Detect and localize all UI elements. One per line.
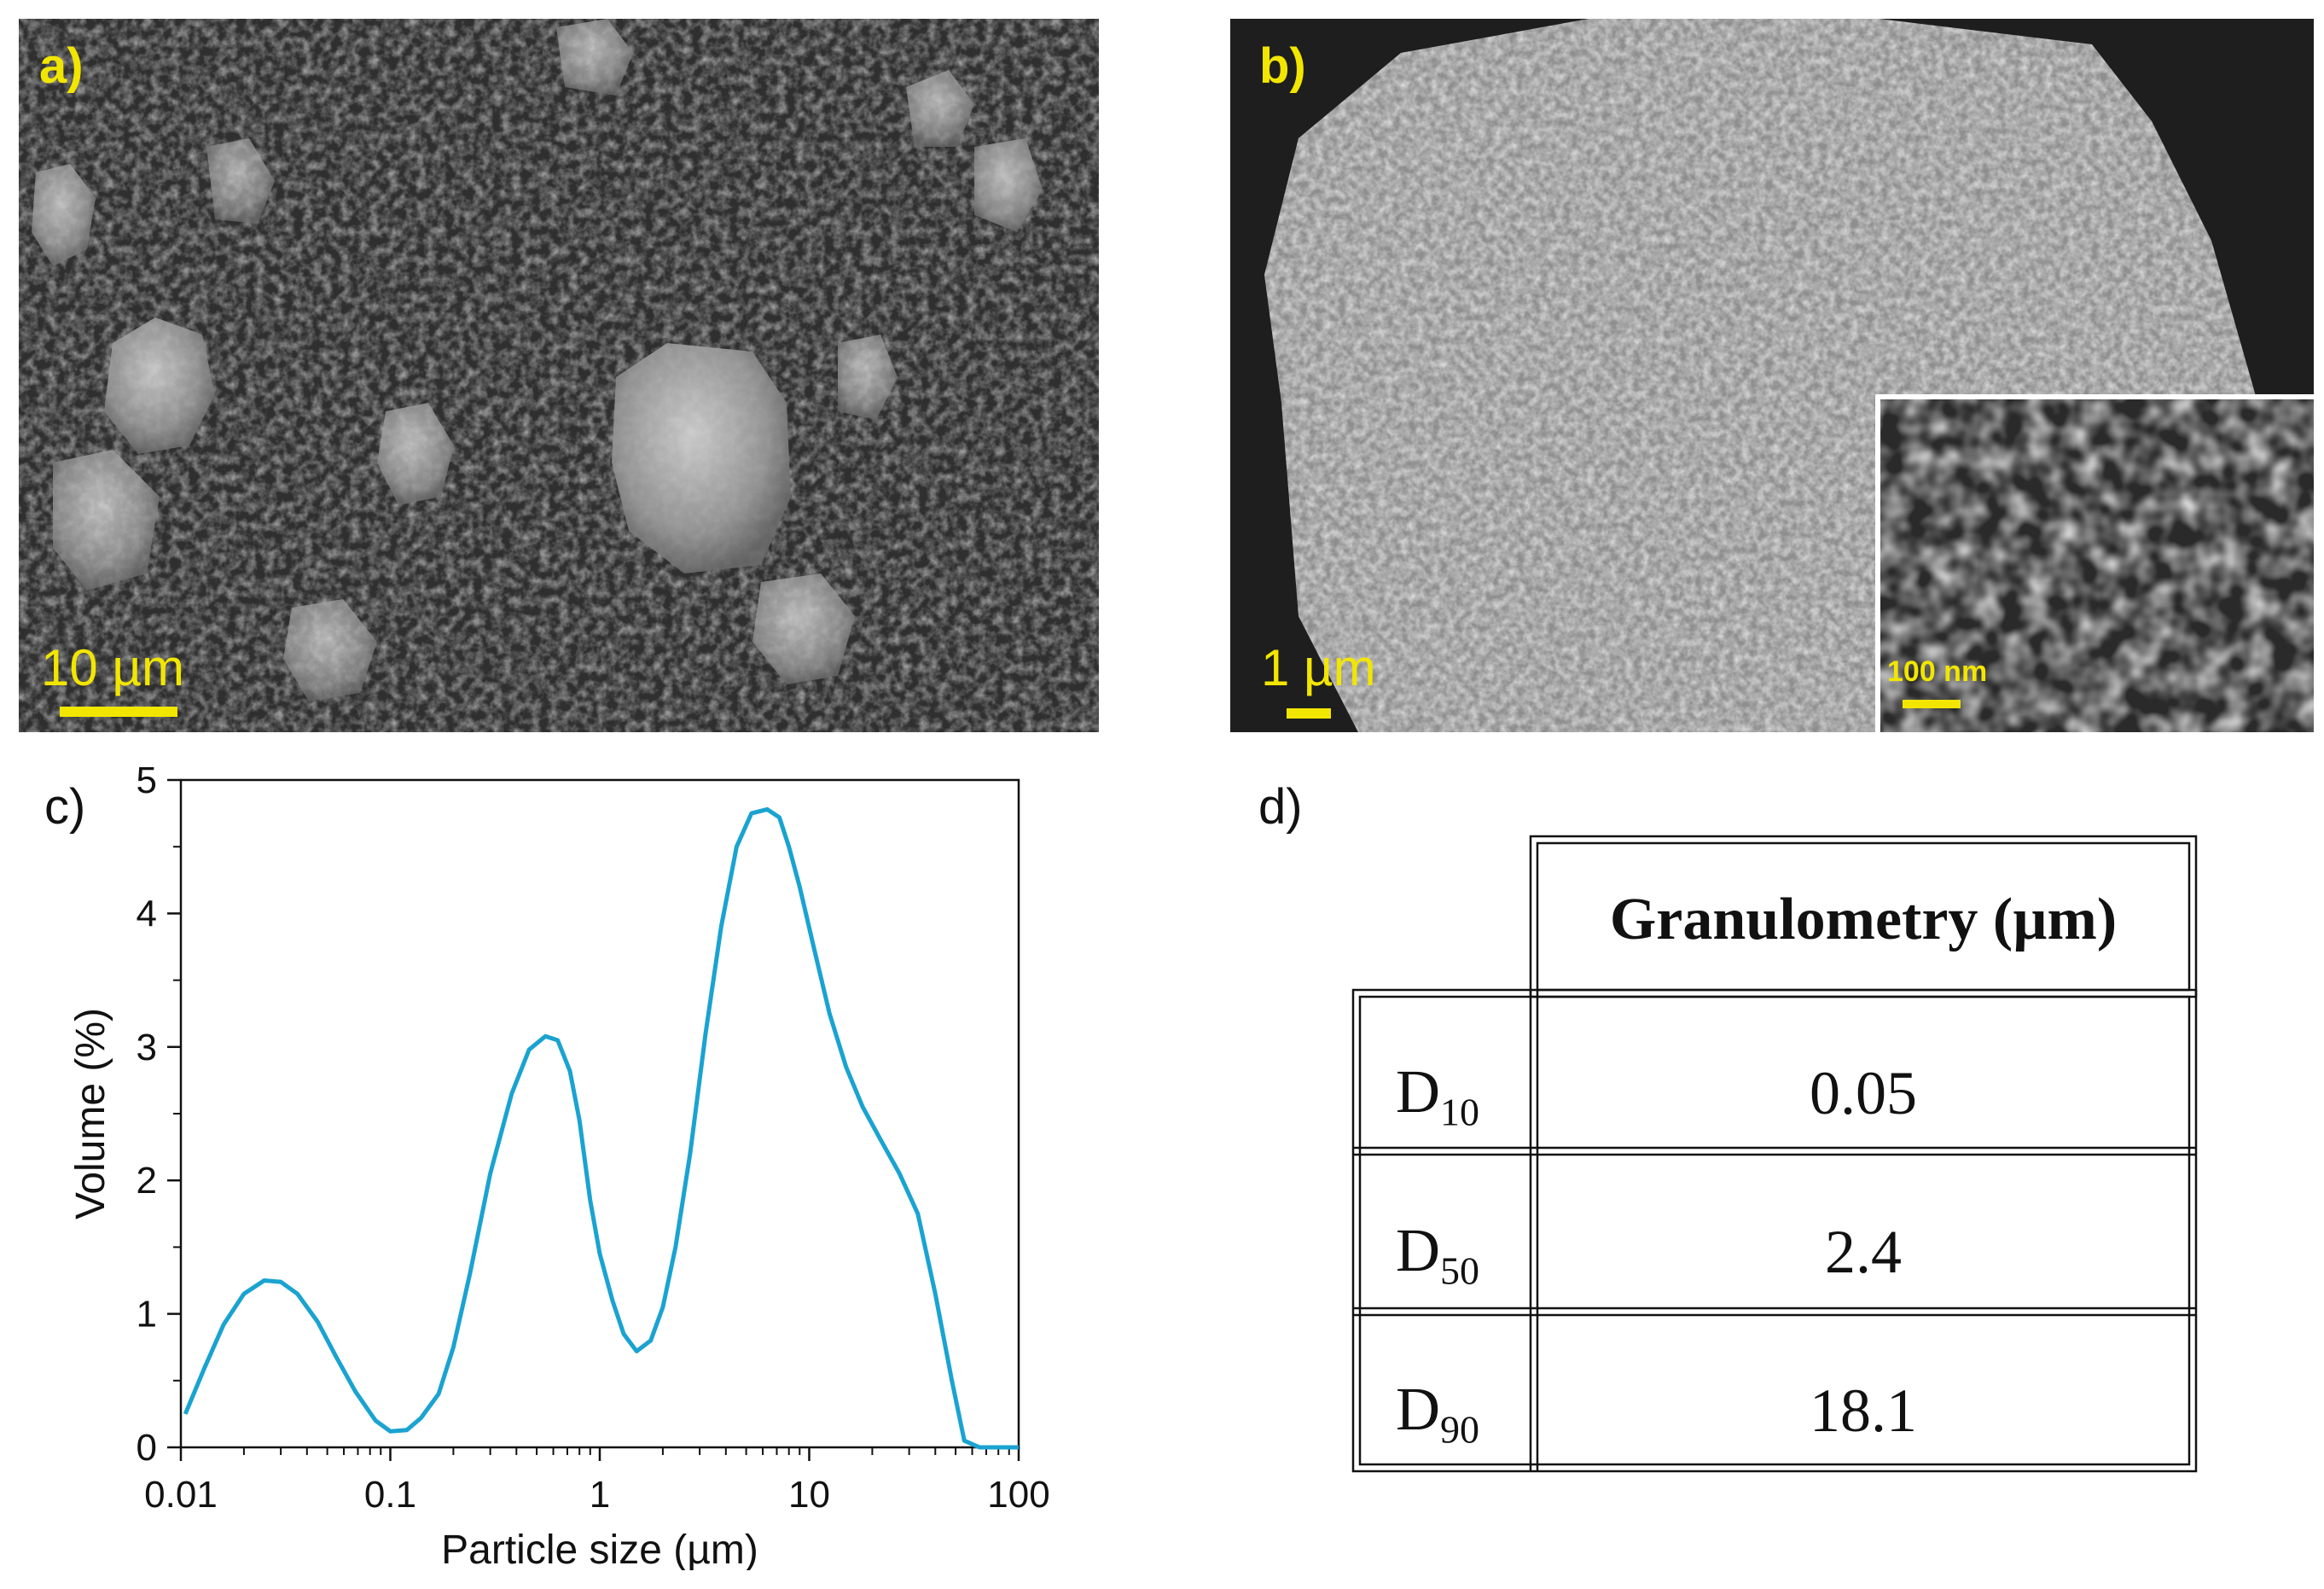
row-label-sub: 10 [1440,1090,1479,1134]
x-tick-label: 10 [788,1474,830,1516]
y-tick-label: 0 [137,1427,157,1469]
panel-label-c: c) [44,779,86,835]
row-label-main: D [1396,1057,1440,1126]
sem-inset-texture [1880,399,2314,732]
x-tick-label: 1 [590,1474,610,1516]
particle [32,164,96,266]
table-header: Granulometry (µm) [1609,887,2118,952]
y-tick-label: 5 [137,760,157,801]
row-label-main: D [1396,1375,1440,1443]
particle [377,403,454,505]
scale-bar-a [60,707,177,717]
scale-bar-b [1287,708,1331,719]
row-label-d50: D50 [1396,1215,1479,1293]
particle [838,335,898,420]
y-tick-label: 1 [137,1294,157,1336]
particle [53,450,160,591]
row-label-sub: 50 [1440,1248,1479,1293]
panel-label-b: b) [1259,38,1306,94]
sem-image-b: 100 nm b) 1 µm [1230,19,2314,732]
x-tick-label: 100 [987,1474,1049,1516]
scale-label-b: 1 µm [1261,639,1376,696]
inset-scale-label: 100 nm [1887,655,1988,688]
particle-size-chart: 0.01 0.1 1 10 100 0 1 2 3 4 5 Particle size (µm) Vol… [68,760,1050,1570]
inset-scale-bar [1903,700,1961,708]
x-tick-label: 0.01 [144,1474,218,1516]
granulometry-table-frame [1351,835,2198,1473]
plot-frame [179,778,1020,1449]
panel-label-a: a) [39,38,84,94]
y-tick-label: 3 [137,1027,157,1068]
row-value-d50: 2.4 [1825,1218,1902,1286]
x-axis-label: Particle size (µm) [441,1528,758,1570]
sem-image-a: a) 10 µm [19,19,1099,732]
row-value-d10: 0.05 [1810,1059,1917,1127]
particle [752,573,855,684]
particle [206,138,275,224]
sem-inset-b: 100 nm [1875,394,2314,732]
row-label-d90: D90 [1396,1374,1479,1452]
particle [906,70,974,147]
panel-label-d: d) [1258,779,1303,835]
series-line [183,806,1019,1450]
row-label-d10: D10 [1396,1056,1479,1134]
scale-label-a: 10 µm [41,639,184,696]
row-label-main: D [1396,1216,1440,1284]
row-label-sub: 90 [1440,1407,1479,1452]
particle [283,599,377,701]
particle [612,343,791,573]
y-tick-label: 2 [137,1160,157,1202]
sem-texture-a [19,19,1099,732]
x-tick-label: 0.1 [364,1474,416,1516]
y-axis-label: Volume (%) [68,1008,113,1219]
particle [104,317,215,454]
row-value-d90: 18.1 [1810,1377,1917,1445]
y-tick-label: 4 [137,893,157,934]
particle [556,19,633,96]
particle [974,138,1043,232]
